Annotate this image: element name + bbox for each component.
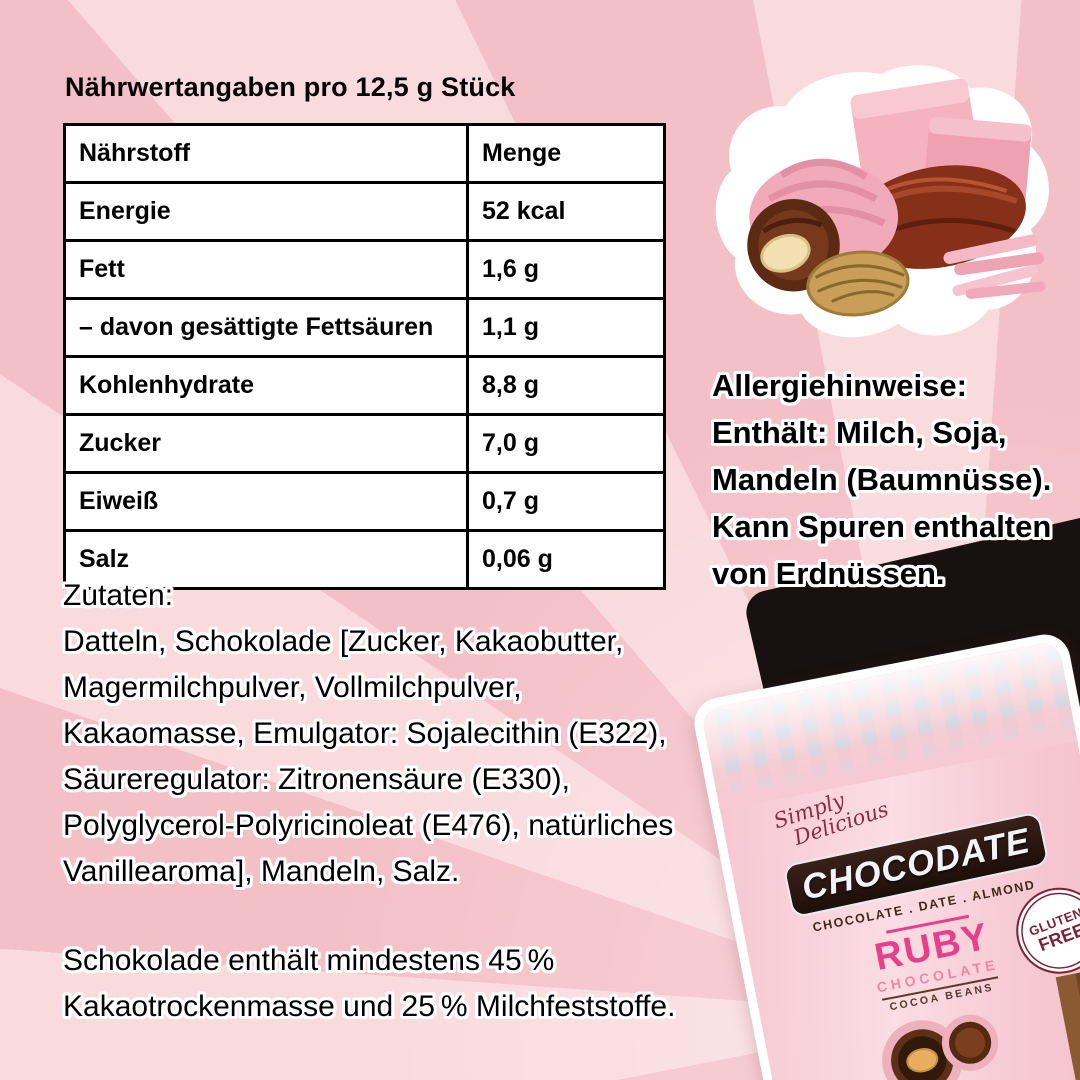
nutrient-label: Salz	[63, 529, 469, 590]
nutrient-value: 1,1 g	[466, 297, 666, 358]
cocoa-content-note: Schokolade enthält mindestens 45 % Kakao…	[63, 938, 675, 1030]
allergy-line: von Erdnüssen.	[712, 556, 945, 591]
chocodate-pouch: Simply Delicious CHOCODATE CHOCOLATE . D…	[690, 630, 1080, 1080]
truffles-photo	[882, 964, 1080, 1080]
allergy-line: Mandeln (Baumnüsse).	[712, 462, 1052, 497]
foil-pattern-strip	[700, 640, 1078, 811]
cut-truffle	[882, 1020, 963, 1080]
ingredients-line: Datteln, Schokolade [Zucker, Kakaobutter…	[63, 625, 624, 658]
nutrient-value: 8,8 g	[466, 355, 666, 416]
page-title: Nährwertangaben pro 12,5 g Stück	[65, 72, 516, 102]
ingredients-line: Kakaomasse, Emulgator: Sojalecithin (E32…	[63, 717, 667, 750]
note-line: Kakaotrockenmasse und 25 % Milchfeststof…	[63, 990, 676, 1023]
allergy-line: Kann Spuren enthalten	[712, 509, 1052, 544]
ingredients-list: Zutaten: Datteln, Schokolade [Zucker, Ka…	[63, 573, 673, 895]
almond	[806, 250, 910, 317]
table-row: – davon gesättigte Fettsäuren 1,1 g	[63, 297, 666, 358]
table-header-row: Nährstoff Menge	[63, 123, 666, 184]
table-row: Kohlenhydrate 8,8 g	[63, 355, 666, 416]
pouch-front: Simply Delicious CHOCODATE CHOCOLATE . D…	[700, 640, 1080, 1080]
allergy-notice: Allergiehinweise: Enthält: Milch, Soja, …	[712, 362, 1051, 597]
nutrient-label: Fett	[63, 239, 469, 300]
nutrient-label: Kohlenhydrate	[63, 355, 469, 416]
nutrient-value: 7,0 g	[466, 413, 666, 474]
table-row: Salz 0,06 g	[63, 529, 666, 590]
ingredients-line: Polyglycerol-Polyricinoleat (E476), natü…	[63, 809, 674, 842]
chocolate-shavings	[943, 234, 1046, 299]
table-row: Fett 1,6 g	[63, 239, 666, 300]
table-header-amount: Menge	[466, 123, 666, 184]
nutrient-value: 1,6 g	[466, 239, 666, 300]
note-line: Schokolade enthält mindestens 45 %	[63, 944, 555, 977]
nutrient-label: Eiweiß	[63, 471, 469, 532]
table-row: Energie 52 kcal	[63, 181, 666, 242]
allergy-line: Enthält: Milch, Soja,	[712, 415, 1007, 450]
allergy-heading: Allergiehinweise:	[712, 368, 967, 403]
nutrient-label: – davon gesättigte Fettsäuren	[63, 297, 469, 358]
ingredients-line: Säureregulator: Zitronensäure (E330),	[63, 763, 570, 796]
table-header-nutrient: Nährstoff	[63, 123, 469, 184]
cut-truffle-back	[941, 1014, 999, 1071]
ingredients-line: Vanillearoma], Mandeln, Salz.	[63, 855, 460, 888]
nutrition-table: Nährstoff Menge Energie 52 kcal Fett 1,6…	[63, 123, 666, 590]
ingredients-line: Magermilchpulver, Vollmilchpulver,	[63, 671, 522, 704]
nutrient-label: Zucker	[63, 413, 469, 474]
table-row: Zucker 7,0 g	[63, 413, 666, 474]
table-row: Eiweiß 0,7 g	[63, 471, 666, 532]
nutrient-label: Energie	[63, 181, 469, 242]
product-photo-sticker	[715, 65, 1049, 338]
nutrient-value: 52 kcal	[466, 181, 666, 242]
ingredients-heading: Zutaten:	[63, 579, 174, 612]
nutrient-value: 0,06 g	[466, 529, 666, 590]
wood-planks	[1055, 964, 1080, 1080]
nutrient-value: 0,7 g	[466, 471, 666, 532]
